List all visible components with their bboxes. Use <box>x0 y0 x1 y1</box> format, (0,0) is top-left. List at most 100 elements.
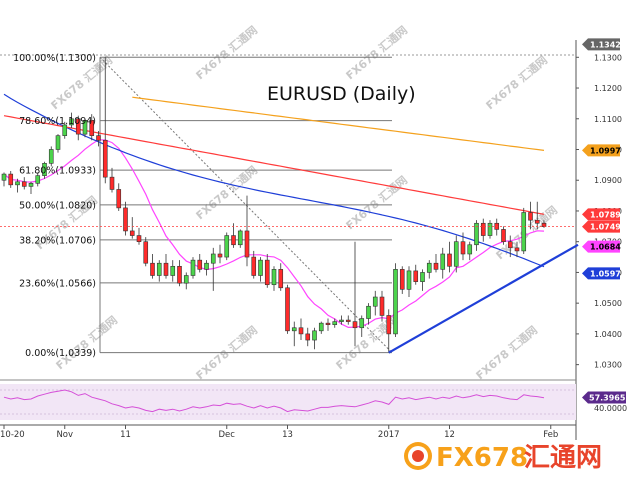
price-badge <box>582 220 620 233</box>
candle-body <box>393 269 398 335</box>
candle-body <box>21 181 27 187</box>
candle-body <box>534 219 540 224</box>
fib-label: 78.60%(1.1094) <box>19 116 96 127</box>
candle-body <box>89 119 95 136</box>
price-badge <box>582 267 620 280</box>
ma-blue-line <box>3 93 545 268</box>
candle-body <box>514 247 520 252</box>
fib-label: 100.00%(1.1300) <box>13 53 96 64</box>
candle-body <box>474 222 479 246</box>
candle-body <box>426 262 432 273</box>
x-tick-label: Feb <box>543 430 558 440</box>
rsi-background <box>0 384 576 420</box>
candle-body <box>143 241 149 264</box>
price-badge <box>582 240 620 253</box>
time-axis: 10-20 Nov 11 Dec 13 2017 12 Feb <box>0 425 558 440</box>
candle-body <box>271 269 277 286</box>
candle-body <box>237 230 243 246</box>
candle-body <box>467 244 473 255</box>
candle-body <box>278 269 284 289</box>
fibonacci-labels: 100.00%(1.1300) 78.60%(1.1094) 61.80%(1.09… <box>13 53 96 359</box>
candle-body <box>501 229 506 242</box>
candle-body <box>339 319 344 322</box>
candle-body <box>480 222 486 236</box>
candle-body <box>116 189 122 209</box>
candle-body <box>386 315 392 335</box>
x-tick-label: 12 <box>444 430 455 440</box>
price-badge-label: 1.0997 <box>590 146 621 155</box>
candle-body <box>177 265 182 284</box>
candle-body <box>28 183 34 187</box>
x-tick-label: 11 <box>120 430 131 440</box>
candle-body <box>231 235 236 246</box>
candle-body <box>102 139 108 178</box>
price-badge <box>582 208 620 221</box>
candle-body <box>8 173 14 186</box>
y-tick-label: 1.1100 <box>594 115 622 124</box>
candle-body <box>359 318 365 329</box>
fib-label: 61.80%(1.0933) <box>19 166 96 177</box>
candle-body <box>190 259 196 276</box>
candle-body <box>82 119 88 135</box>
candle-body <box>69 118 74 126</box>
trendline <box>0 226 579 354</box>
candle-body <box>204 262 209 270</box>
candle-body <box>264 259 270 286</box>
rsi-badge-label: 57.3965 <box>589 394 626 403</box>
y-tick-label: 1.0300 <box>594 361 622 370</box>
candle-body <box>35 175 41 184</box>
rsi-tick-label: 40.0000 <box>594 404 627 413</box>
candle-body <box>372 296 378 307</box>
x-tick-label: 10-20 <box>0 430 25 440</box>
candle-body <box>332 321 338 325</box>
candle-body <box>224 235 230 258</box>
candle-body <box>487 222 493 236</box>
candle-body <box>305 333 311 341</box>
candle-body <box>312 330 317 341</box>
x-tick-label: 2017 <box>378 430 400 440</box>
candle-body <box>406 270 412 290</box>
candle-body <box>129 230 135 236</box>
ma-orange-line <box>132 96 545 151</box>
candle-body <box>447 253 452 267</box>
candle-body <box>298 327 304 335</box>
candle-body <box>150 262 155 276</box>
candle-body <box>366 305 371 319</box>
fx678-logo: FX678 汇通网 <box>404 442 602 473</box>
candle-body <box>123 207 128 232</box>
candle-body <box>136 235 142 242</box>
y-tick-label: 1.0400 <box>594 330 622 339</box>
logo-fx-text: FX678 <box>436 443 528 473</box>
candle-body <box>1 173 7 181</box>
rsi-badge <box>582 391 626 404</box>
candle-body <box>453 241 459 267</box>
fib-label: 0.00%(1.0339) <box>25 348 96 359</box>
candle-body <box>345 319 351 322</box>
candle-body <box>528 212 533 221</box>
price-badge-label: 1.0749 <box>590 223 621 232</box>
candle-body <box>521 212 527 252</box>
price-badge-label: 1.0597 <box>590 269 621 278</box>
candle-body <box>156 262 162 276</box>
price-badge <box>582 144 620 157</box>
candle-body <box>318 322 324 332</box>
candle-body <box>413 270 419 282</box>
candle-body <box>244 230 250 258</box>
candle-body <box>352 321 358 329</box>
candle-body <box>62 124 68 136</box>
candle-body <box>325 322 331 325</box>
price-badge-label: 1.0684 <box>590 243 621 252</box>
candle-body <box>440 253 446 270</box>
candle-body <box>285 287 290 332</box>
plot-frame <box>0 40 577 440</box>
candle-body <box>210 253 216 264</box>
price-badge-label: 1.1342 <box>590 40 621 49</box>
candle-body <box>507 241 513 249</box>
fib-diagonal <box>99 56 393 353</box>
candle-body <box>541 222 547 227</box>
y-tick-label: 1.1200 <box>594 84 622 93</box>
candle-body <box>197 259 203 270</box>
y-tick-label: 1.0900 <box>594 176 622 185</box>
y-tick-label: 1.0500 <box>594 299 622 308</box>
